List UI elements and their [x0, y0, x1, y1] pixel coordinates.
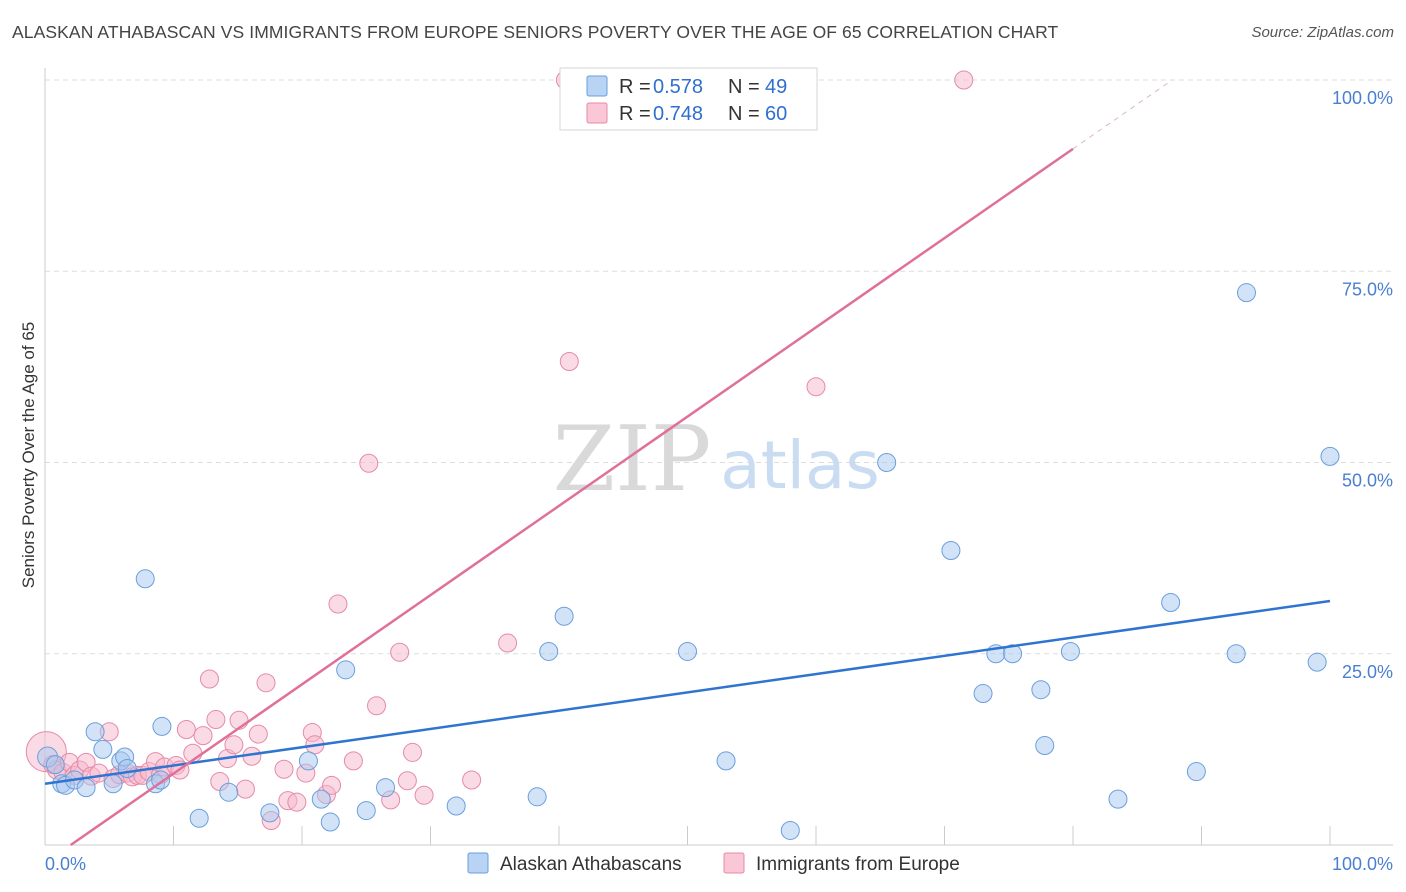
- pink-point: [498, 633, 518, 653]
- blue-point: [973, 684, 993, 704]
- pink-point: [397, 771, 417, 791]
- axes: [44, 68, 1393, 846]
- legend-n-label-1: N =: [728, 76, 760, 98]
- legend-r-value-1: 0.578: [653, 76, 703, 98]
- pink-point: [274, 759, 294, 779]
- blue-point: [941, 540, 961, 560]
- blue-point: [716, 751, 736, 771]
- blue-point: [376, 778, 396, 798]
- pink-point: [462, 770, 482, 790]
- blue-point: [1108, 789, 1128, 809]
- pink-trend-extension: [1072, 79, 1173, 150]
- blue-point: [320, 812, 340, 832]
- bottom-legend-label-2: Immigrants from Europe: [756, 854, 960, 875]
- blue-point: [539, 641, 559, 661]
- pink-point: [287, 792, 307, 812]
- blue-point: [356, 801, 376, 821]
- blue-point: [780, 820, 800, 840]
- pink-point: [206, 710, 226, 730]
- blue-point: [1307, 652, 1327, 672]
- blue-point: [189, 808, 209, 828]
- blue-point: [1236, 283, 1256, 303]
- legend-r-label-1: R =: [619, 76, 651, 98]
- pink-point: [359, 453, 379, 473]
- blue-trend-line: [44, 599, 1331, 786]
- watermark-atlas: atlas: [720, 427, 880, 504]
- y-axis-label: Seniors Poverty Over the Age of 65: [19, 322, 38, 588]
- pink-point: [199, 669, 219, 689]
- pink-point: [954, 70, 974, 90]
- pink-trend-line: [69, 147, 1074, 847]
- chart-title: ALASKAN ATHABASCAN VS IMMIGRANTS FROM EU…: [12, 22, 1059, 42]
- blue-point: [76, 778, 96, 798]
- tick-labels: 25.0% 50.0% 75.0% 100.0% 0.0% 100.0%: [45, 88, 1393, 874]
- blue-point: [336, 660, 356, 680]
- y-tick-label: 50.0%: [1342, 471, 1393, 491]
- pink-point: [403, 742, 423, 762]
- blue-point: [103, 774, 123, 794]
- blue-point: [1003, 644, 1023, 664]
- blue-point: [877, 453, 897, 472]
- blue-point: [1060, 641, 1080, 661]
- blue-point: [1031, 680, 1051, 700]
- x-tick-label-min: 0.0%: [45, 854, 86, 874]
- blue-point: [311, 789, 331, 809]
- bottom-legend-swatch-blue: [467, 852, 489, 874]
- legend-n-value-2: 60: [765, 103, 787, 125]
- pink-point: [559, 352, 579, 372]
- blue-point: [85, 722, 105, 742]
- pink-point: [248, 724, 268, 744]
- pink-point: [414, 785, 434, 805]
- blue-point: [219, 782, 239, 802]
- blue-point: [678, 641, 697, 661]
- y-tick-label: 100.0%: [1332, 88, 1393, 108]
- pink-point: [367, 696, 387, 716]
- blue-point: [1320, 446, 1340, 466]
- pink-point: [806, 377, 826, 397]
- pink-point: [322, 775, 342, 795]
- pink-point: [328, 594, 348, 614]
- legend-swatch-pink: [586, 102, 608, 124]
- blue-point: [1226, 644, 1246, 664]
- alaskan-athabascans-points: [37, 283, 1340, 840]
- trend-lines: [44, 79, 1331, 847]
- legend: R = 0.578 N = 49 R = 0.748 N = 60: [559, 67, 818, 131]
- blue-point: [135, 569, 155, 589]
- blue-point: [1161, 592, 1181, 612]
- blue-point: [45, 755, 65, 775]
- legend-r-value-2: 0.748: [653, 103, 703, 125]
- blue-point: [446, 796, 466, 816]
- blue-point: [1186, 762, 1206, 782]
- pink-point: [235, 779, 255, 799]
- blue-point: [1035, 736, 1055, 756]
- source-label: Source: ZipAtlas.com: [1251, 24, 1394, 41]
- blue-point: [527, 787, 547, 807]
- grid-lines: [45, 79, 1393, 655]
- legend-r-label-2: R =: [619, 103, 651, 125]
- watermark: ZIP atlas: [553, 407, 880, 512]
- pink-point: [390, 642, 410, 662]
- blue-point: [554, 606, 574, 626]
- pink-point: [343, 751, 363, 771]
- blue-point: [93, 739, 113, 759]
- blue-point: [117, 759, 137, 778]
- y-tick-label: 75.0%: [1342, 279, 1393, 299]
- bottom-legend-swatch-pink: [723, 852, 745, 874]
- pink-point: [256, 673, 276, 693]
- bottom-legend: Alaskan Athabascans Immigrants from Euro…: [467, 852, 960, 875]
- blue-point: [298, 751, 318, 771]
- legend-n-label-2: N =: [728, 103, 760, 125]
- pink-point: [176, 719, 196, 739]
- pink-point: [224, 735, 244, 755]
- bottom-legend-label-1: Alaskan Athabascans: [500, 854, 682, 875]
- blue-point: [260, 803, 280, 823]
- y-tick-label: 25.0%: [1342, 662, 1393, 682]
- legend-swatch-blue: [586, 75, 608, 97]
- legend-n-value-1: 49: [765, 76, 787, 98]
- x-tick-label-max: 100.0%: [1332, 854, 1393, 874]
- pink-point: [193, 726, 213, 746]
- blue-point: [152, 716, 172, 736]
- watermark-zip: ZIP: [553, 407, 712, 512]
